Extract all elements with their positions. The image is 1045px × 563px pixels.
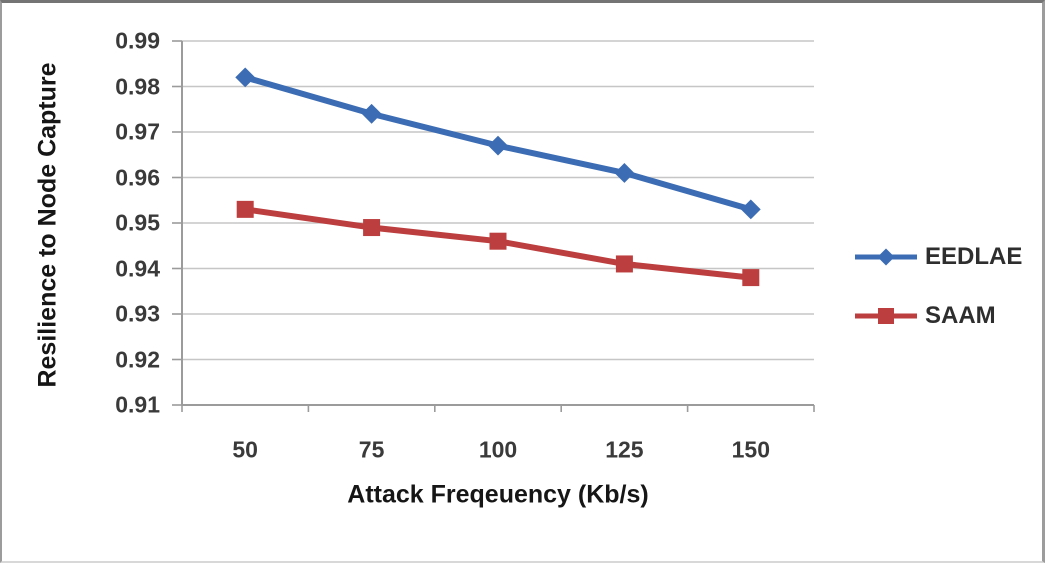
marker-saam — [363, 219, 381, 237]
y-tick-label: 0.97 — [115, 118, 160, 145]
y-tick-label: 0.94 — [115, 255, 160, 281]
marker-saam — [615, 255, 633, 273]
x-tick-label: 75 — [358, 436, 385, 463]
legend-label: SAAM — [925, 302, 996, 329]
y-tick-label: 0.99 — [115, 27, 160, 54]
marker-eedlae — [235, 67, 256, 88]
legend: EEDLAE SAAM — [855, 243, 1022, 361]
legend-item-saam: SAAM — [855, 302, 1022, 330]
x-axis-title: Attack Freqeuency (Kb/s) — [347, 480, 649, 509]
x-tick-label: 50 — [232, 436, 258, 463]
x-tick-label: 100 — [478, 436, 518, 463]
marker-eedlae — [488, 135, 508, 156]
marker-saam — [236, 200, 254, 218]
y-axis-title: Resilience to Node Capture — [33, 62, 62, 388]
marker-saam — [742, 269, 760, 287]
marker-eedlae — [361, 103, 382, 124]
y-tick-label: 0.96 — [115, 164, 160, 190]
plot-area — [172, 40, 815, 412]
y-tick-label: 0.91 — [115, 391, 160, 418]
y-tick-label: 0.98 — [115, 73, 160, 99]
marker-eedlae — [614, 163, 635, 183]
marker-saam — [489, 232, 507, 250]
y-tick-label: 0.92 — [115, 346, 160, 372]
x-tick-label: 150 — [731, 436, 770, 463]
legend-swatch-square-icon — [855, 308, 917, 324]
x-tick-label: 125 — [605, 436, 644, 463]
legend-item-eedlae: EEDLAE — [855, 243, 1022, 271]
legend-swatch-diamond-icon — [855, 248, 917, 266]
y-tick-label: 0.95 — [115, 209, 160, 236]
y-tick-label: 0.93 — [115, 300, 160, 327]
legend-label: EEDLAE — [925, 243, 1023, 270]
marker-eedlae — [740, 199, 761, 220]
